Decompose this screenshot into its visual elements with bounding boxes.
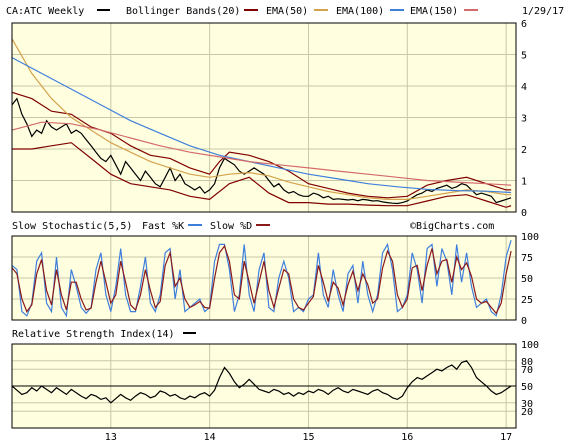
legend-bollinger-label: Bollinger Bands(20) <box>126 6 240 17</box>
price-y-tick-5: 5 <box>521 51 527 62</box>
rsi-y-tick-0: 20 <box>521 407 533 418</box>
price-series-ema150 <box>11 121 512 186</box>
legend-ema150-label: EMA(150) <box>410 6 458 17</box>
rsi-y-tick-5: 100 <box>521 340 539 351</box>
rsi-y-tick-2: 50 <box>521 382 533 393</box>
price-series-bb_lower <box>12 142 512 208</box>
stochastic-y-tick-3: 75 <box>521 253 533 264</box>
stochastic-y-tick-2: 50 <box>521 274 533 285</box>
stochastic-plot-frame <box>11 235 517 321</box>
stochastic-series-fastk <box>11 240 512 318</box>
price-y-tick-3: 3 <box>521 114 527 125</box>
stochastic-series-slowd <box>11 244 512 315</box>
price-y-tick-1: 1 <box>521 177 527 188</box>
rsi-label: Relative Strength Index(14) <box>12 329 175 340</box>
stochastic-y-tick-0: 0 <box>521 316 527 327</box>
price-plot-frame <box>11 22 517 213</box>
stochastic-fast-label: Fast %K <box>142 221 184 232</box>
price-y-tick-6: 6 <box>521 19 527 30</box>
chart-date: 1/29/17 <box>522 6 564 17</box>
stochastic-header: Slow Stochastic(5,5) Fast %K Slow %D ©Bi… <box>12 221 494 232</box>
stochastic-y-tick-1: 25 <box>521 295 533 306</box>
x-tick-label-4: 17 <box>500 432 512 443</box>
legend-ema50-label: EMA(50) <box>266 6 308 17</box>
price-y-tick-4: 4 <box>521 82 527 93</box>
stochastic-label: Slow Stochastic(5,5) <box>12 221 132 232</box>
price-y-tick-2: 2 <box>521 145 527 156</box>
symbol-label: CA:ATC Weekly <box>6 6 84 17</box>
price-series-ema50 <box>11 38 512 200</box>
stochastic-slow-label: Slow %D <box>210 221 252 232</box>
price-header: CA:ATC Weekly Bollinger Bands(20) EMA(50… <box>0 0 579 20</box>
legend-ema100-label: EMA(100) <box>336 6 384 17</box>
rsi-plot-frame <box>11 343 517 429</box>
rsi-y-tick-4: 80 <box>521 357 533 368</box>
watermark: ©BigCharts.com <box>410 221 494 232</box>
rsi-header: Relative Strength Index(14) <box>12 329 196 340</box>
x-axis: 13 14 15 16 17 <box>105 432 512 443</box>
x-tick-label-1: 14 <box>204 432 216 443</box>
price-series-ema100 <box>11 57 512 194</box>
x-tick-label-2: 15 <box>302 432 314 443</box>
x-tick-label-0: 13 <box>105 432 117 443</box>
rsi-y-tick-1: 30 <box>521 399 533 410</box>
rsi-series-rsi <box>11 360 512 404</box>
x-tick-label-3: 16 <box>401 432 413 443</box>
stochastic-panel: 0 25 50 75 100 <box>11 232 539 327</box>
price-y-tick-0: 0 <box>521 208 527 219</box>
stochastic-y-tick-4: 100 <box>521 232 539 243</box>
price-panel: 0 1 2 3 4 5 6 <box>11 19 527 219</box>
price-series-price <box>11 97 512 205</box>
rsi-y-tick-3: 70 <box>521 365 533 376</box>
